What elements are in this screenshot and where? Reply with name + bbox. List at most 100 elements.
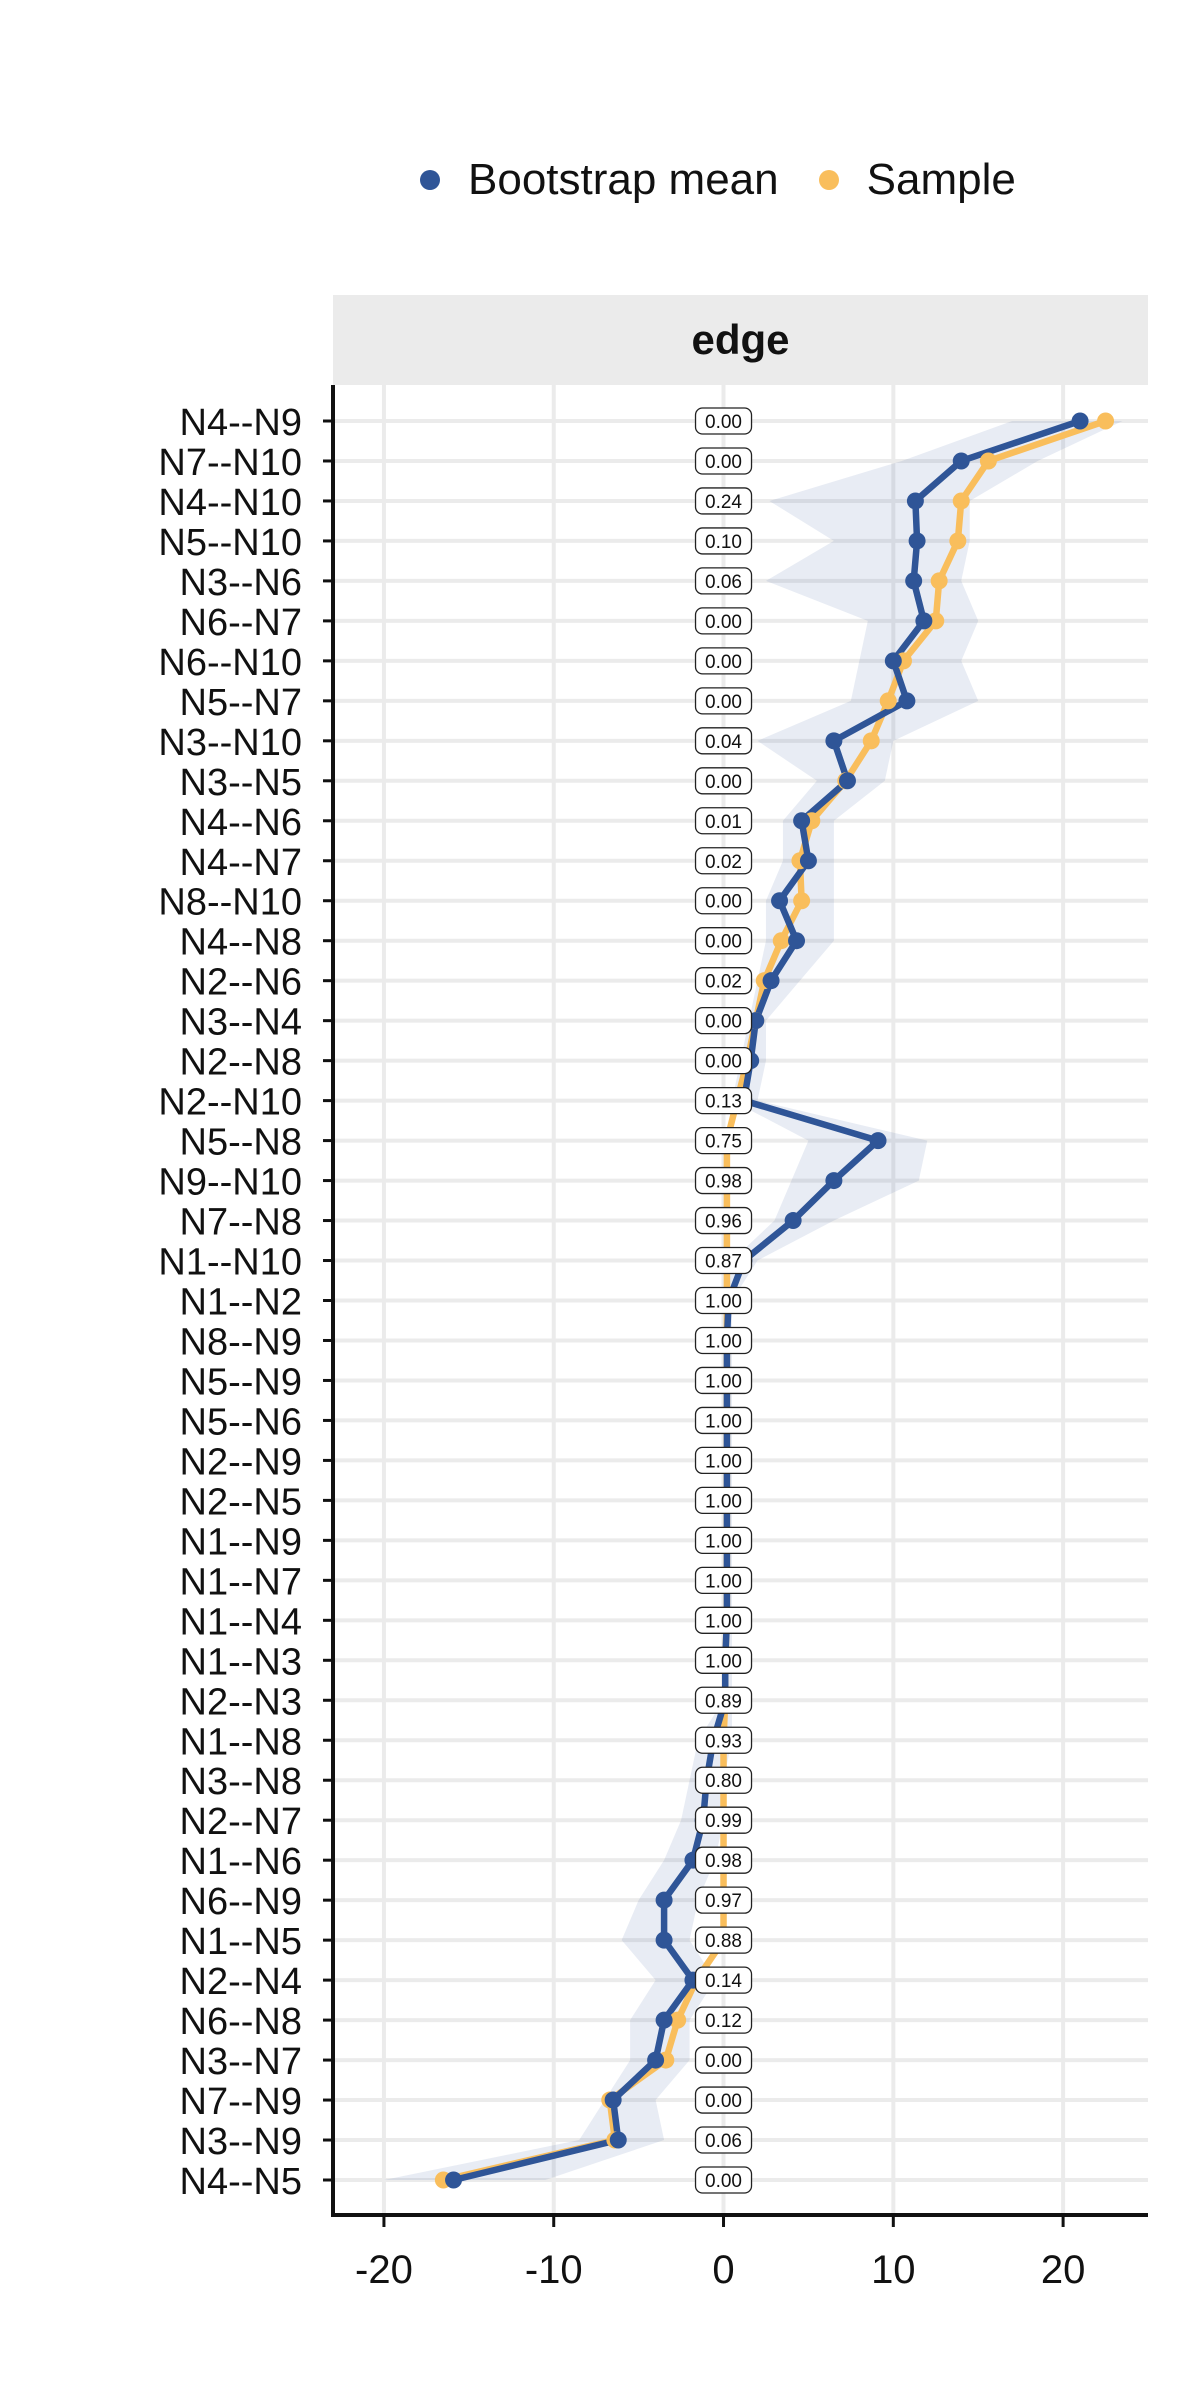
value-label-box	[694, 1526, 753, 1555]
data-point-bootstrap-mean	[604, 2091, 622, 2109]
value-label: 0.00	[694, 1007, 753, 1035]
data-point-sample	[949, 532, 967, 550]
value-label-box	[694, 807, 753, 835]
y-tick-label: N7--N8	[180, 1202, 302, 1244]
value-label-box	[694, 1646, 753, 1674]
value-label-box	[694, 1166, 753, 1195]
y-tick-label: N1--N2	[180, 1282, 302, 1324]
value-label: 0.00	[694, 927, 753, 955]
value-label-box	[694, 887, 753, 915]
value-label: 0.02	[694, 967, 753, 995]
value-label-box	[694, 1086, 753, 1115]
data-point-bootstrap-mean	[884, 652, 902, 670]
value-label-box	[694, 1926, 753, 1954]
value-label-box	[694, 1846, 753, 1874]
value-label-text: 1.00	[705, 1331, 742, 1352]
y-tick-label: N3--N10	[158, 722, 302, 764]
value-label: 0.13	[694, 1086, 753, 1115]
legend-swatch-bootstrap-mean	[420, 170, 440, 190]
value-label-text: 0.89	[705, 1691, 742, 1712]
value-label: 0.88	[694, 1926, 753, 1954]
facet-strip: edge	[333, 295, 1148, 385]
y-tick-label: N1--N10	[158, 1242, 302, 1284]
y-tick-label: N5--N9	[180, 1361, 302, 1403]
value-label: 1.00	[694, 1606, 753, 1634]
value-label-box	[694, 407, 753, 435]
y-tick-label: N6--N9	[180, 1881, 302, 1923]
data-point-sample	[793, 892, 811, 910]
value-label-text: 1.00	[705, 1451, 742, 1472]
value-label-text: 0.00	[705, 2091, 742, 2112]
value-label-box	[694, 527, 753, 555]
data-point-bootstrap-mean	[609, 2131, 627, 2149]
value-label-box	[694, 1446, 753, 1475]
value-label-box	[694, 727, 753, 755]
value-label: 0.87	[694, 1246, 753, 1275]
legend: Bootstrap mean Sample	[420, 150, 1016, 210]
legend-label-sample: Sample	[866, 155, 1016, 204]
value-label-text: 0.00	[705, 652, 742, 673]
data-point-bootstrap-mean	[898, 692, 916, 710]
y-tick-label: N1--N6	[180, 1841, 302, 1883]
value-label-text: 0.12	[705, 2011, 742, 2032]
value-label-text: 1.00	[705, 1491, 742, 1512]
x-tick-label: 10	[871, 2248, 916, 2292]
data-point-bootstrap-mean	[655, 1891, 673, 1909]
y-tick-label: N4--N7	[180, 842, 302, 884]
x-tick-label: 0	[712, 2248, 734, 2292]
value-label-text: 0.88	[705, 1931, 742, 1952]
value-label-text: 1.00	[705, 1292, 742, 1313]
data-point-bootstrap-mean	[952, 452, 970, 470]
value-label-box	[694, 687, 753, 715]
value-label: 0.96	[694, 1206, 753, 1235]
y-tick-label: N3--N9	[180, 2121, 302, 2163]
data-point-sample	[772, 932, 790, 950]
value-label-text: 0.24	[705, 492, 742, 513]
value-label: 1.00	[694, 1406, 753, 1435]
value-label: 0.00	[694, 407, 753, 435]
y-tick-label: N5--N7	[180, 682, 302, 724]
y-tick-label: N5--N8	[180, 1122, 302, 1164]
value-label: 0.89	[694, 1686, 753, 1714]
value-label: 0.06	[694, 567, 753, 595]
data-point-bootstrap-mean	[784, 1212, 802, 1230]
value-label-text: 0.00	[705, 1052, 742, 1073]
value-label-box	[694, 647, 753, 675]
value-label-text: 0.98	[705, 1172, 742, 1193]
data-point-bootstrap-mean	[869, 1132, 887, 1150]
value-label-text: 0.10	[705, 532, 742, 553]
value-label: 1.00	[694, 1366, 753, 1395]
value-label-text: 1.00	[705, 1651, 742, 1672]
value-label-box	[694, 1966, 753, 1994]
value-label-box	[694, 607, 753, 635]
value-label-text: 0.02	[705, 852, 742, 873]
data-point-bootstrap-mean	[771, 892, 789, 910]
value-label-text: 0.00	[705, 2051, 742, 2072]
value-label: 1.00	[694, 1446, 753, 1475]
value-label: 0.00	[694, 887, 753, 915]
data-point-bootstrap-mean	[825, 732, 843, 750]
value-label: 0.04	[694, 727, 753, 755]
value-label: 0.00	[694, 607, 753, 635]
value-label-text: 0.87	[705, 1252, 742, 1273]
value-label: 1.00	[694, 1526, 753, 1555]
value-label-box	[694, 1566, 753, 1594]
value-label-text: 0.00	[705, 452, 742, 473]
legend-item-sample: Sample	[818, 155, 1016, 205]
value-label: 0.00	[694, 1046, 753, 1075]
y-tick-label: N2--N7	[180, 1801, 302, 1843]
value-label: 1.00	[694, 1486, 753, 1515]
value-label: 0.00	[694, 767, 753, 795]
value-label: 0.10	[694, 527, 753, 555]
data-point-sample	[669, 2011, 687, 2029]
y-tick-label: N1--N3	[180, 1641, 302, 1683]
value-label-box	[694, 1206, 753, 1235]
value-label-text: 0.00	[705, 2171, 742, 2192]
value-label: 0.98	[694, 1166, 753, 1195]
value-label-box	[694, 1046, 753, 1075]
value-label-box	[694, 1486, 753, 1515]
value-label-box	[694, 1686, 753, 1714]
legend-item-bootstrap-mean: Bootstrap mean	[420, 155, 779, 205]
y-tick-label: N1--N9	[180, 1521, 302, 1563]
